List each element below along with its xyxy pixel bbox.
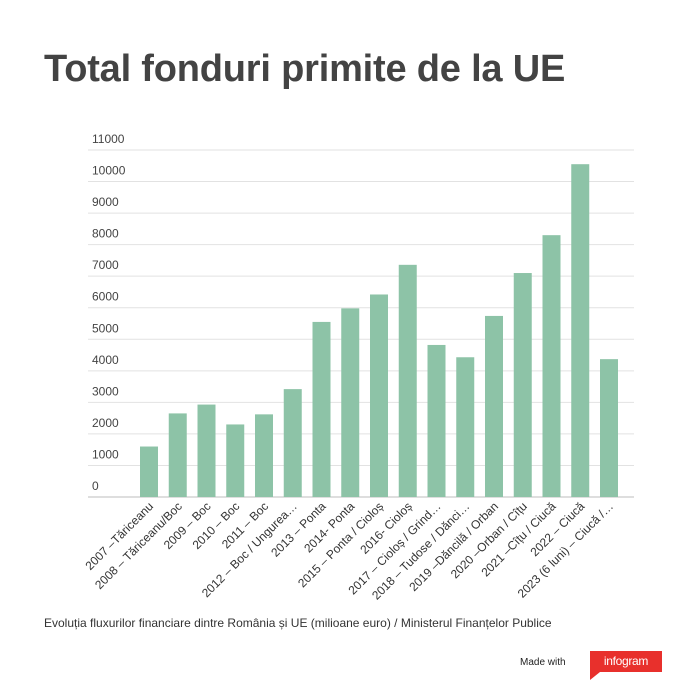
bar[interactable]	[255, 414, 273, 497]
y-tick-label: 8000	[92, 227, 119, 241]
bar[interactable]	[283, 389, 302, 497]
bar[interactable]	[485, 315, 503, 497]
bar[interactable]	[312, 321, 331, 497]
bar[interactable]	[168, 413, 187, 497]
y-tick-label: 7000	[92, 258, 119, 272]
infogram-logo[interactable]: infogram	[590, 651, 662, 672]
y-tick-label: 3000	[92, 384, 119, 398]
y-tick-label: 10000	[92, 164, 126, 178]
chart-title: Total fonduri primite de la UE	[44, 48, 566, 90]
bar[interactable]	[140, 446, 158, 497]
bar[interactable]	[398, 264, 417, 497]
y-tick-label: 0	[92, 479, 99, 493]
bar[interactable]	[600, 359, 618, 497]
bar[interactable]	[513, 273, 532, 497]
y-tick-label: 5000	[92, 321, 119, 335]
y-tick-label: 9000	[92, 195, 119, 209]
infogram-logo-tail	[590, 672, 600, 680]
y-tick-label: 2000	[92, 416, 119, 430]
bar[interactable]	[542, 235, 561, 497]
y-tick-label: 4000	[92, 353, 119, 367]
bar[interactable]	[571, 164, 590, 498]
bar[interactable]	[341, 308, 360, 497]
bar[interactable]	[370, 294, 388, 497]
y-tick-label: 6000	[92, 290, 119, 304]
chart-caption: Evoluția fluxurilor financiare dintre Ro…	[44, 616, 552, 630]
bar[interactable]	[226, 424, 245, 497]
bar[interactable]	[427, 344, 446, 497]
bar[interactable]	[456, 357, 475, 497]
y-tick-label: 1000	[92, 447, 119, 461]
made-with-label: Made with	[520, 657, 566, 668]
y-tick-label: 11000	[92, 132, 125, 146]
bar[interactable]	[197, 404, 216, 497]
